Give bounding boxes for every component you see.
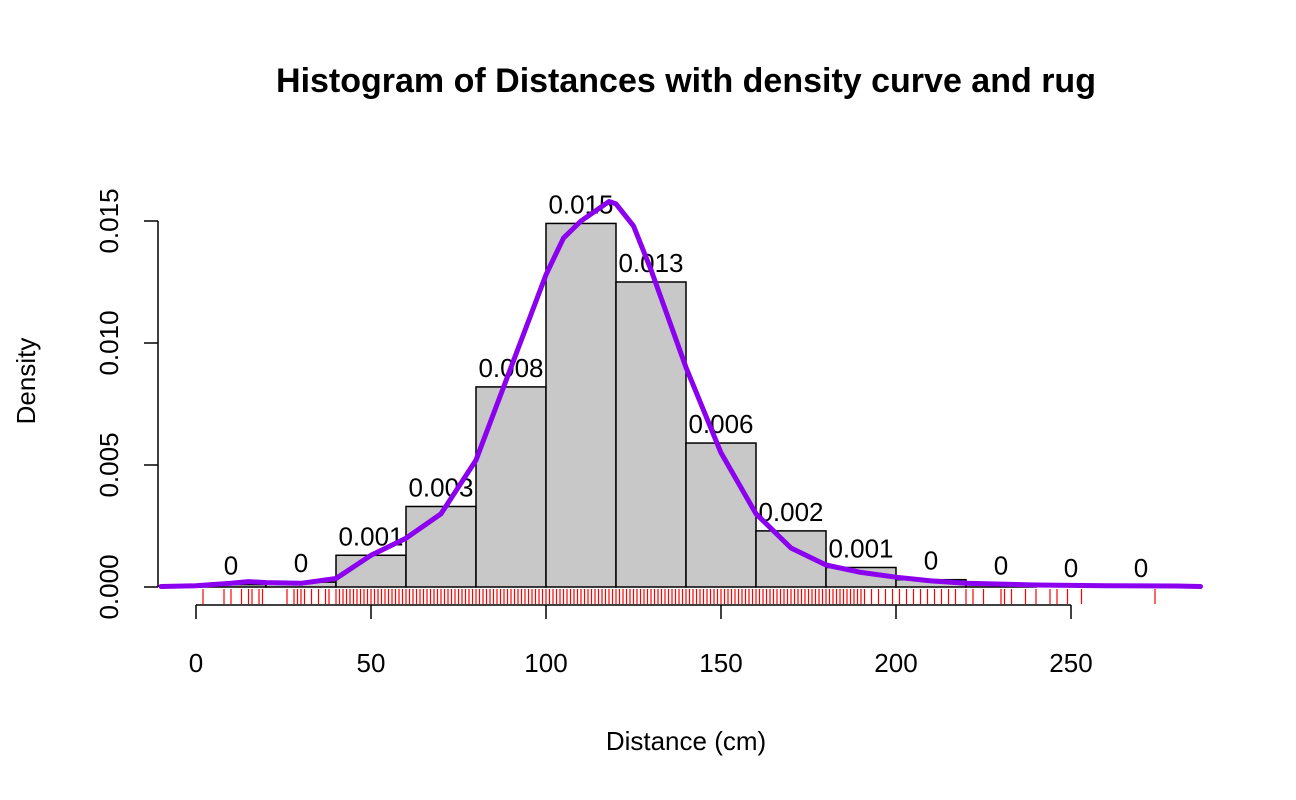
histogram-bar [475,386,547,588]
bar-value-label: 0 [1064,553,1078,583]
y-tick-label: 0.005 [94,432,124,497]
histogram-bar [405,505,477,588]
y-axis: 0.000 0.005 0.010 0.015 [94,188,159,620]
x-tick-label: 200 [874,648,917,678]
chart-title: Histogram of Distances with density curv… [276,62,1096,100]
x-tick-label: 50 [357,648,386,678]
y-tick-label: 0.015 [94,188,124,253]
bar-value-label: 0.001 [828,533,893,563]
y-tick-label: 0.000 [94,554,124,619]
bar-value-label: 0.006 [688,409,753,439]
density-layer [158,199,1203,589]
x-axis-label: Distance (cm) [606,726,766,756]
bar-value-label: 0 [994,551,1008,581]
bar-value-label: 0 [1134,553,1148,583]
histogram-bar [545,222,617,588]
y-tick-label: 0.010 [94,310,124,375]
rug-layer [202,589,1156,604]
histogram-bar [615,281,687,588]
x-axis: 0 50 100 150 200 250 [189,604,1093,678]
histogram-bar [685,442,757,588]
x-tick-label: 100 [524,648,567,678]
bars-layer [195,222,1037,588]
density-curve [158,199,1203,589]
x-tick-label: 150 [699,648,742,678]
x-tick-label: 250 [1049,648,1092,678]
bar-value-label: 0 [294,548,308,578]
bar-value-label: 0.002 [758,497,823,527]
bar-value-label: 0 [224,551,238,581]
y-axis-label: Density [11,338,41,425]
x-tick-label: 0 [189,648,203,678]
bar-value-label: 0 [924,546,938,576]
